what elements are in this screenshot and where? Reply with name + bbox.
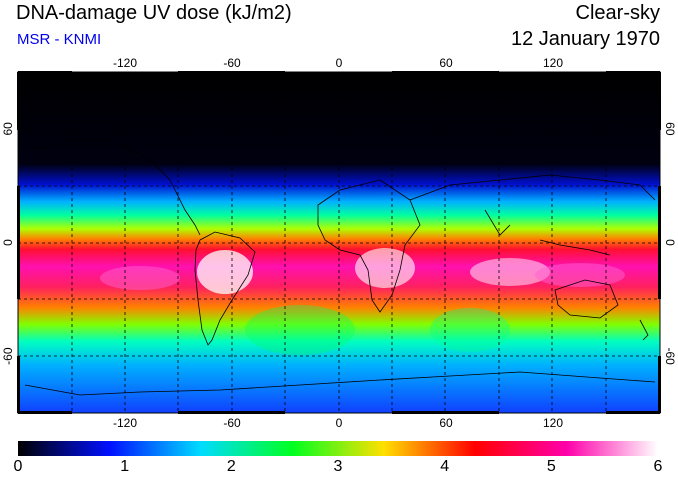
colorbar-label: 2 [226,458,236,475]
lat-tick-label-right: -60 [663,347,677,365]
lon-tick-label-top: 60 [439,56,453,70]
lon-tick-label-bottom: 60 [439,416,453,430]
lon-tick-label-top: -120 [113,56,137,70]
lat-tick-label-right: 60 [663,122,677,136]
date-label: 12 January 1970 [510,28,660,50]
colorbar-label: 5 [546,458,556,475]
colorbar-label: 1 [120,458,130,475]
coastlines [24,139,656,396]
credit-label: MSR - KNMI [17,31,102,48]
lon-tick-label-bottom: 0 [336,416,343,430]
graticule [18,72,660,413]
colorbar-label: 6 [653,458,663,475]
lon-tick-label-bottom: 120 [543,416,563,430]
colorbar-label: 3 [333,458,343,475]
lat-tick-label-left: -60 [1,347,15,365]
lat-tick-label-left: 0 [1,239,15,246]
lon-tick-label-top: -60 [223,56,241,70]
map-title: DNA-damage UV dose (kJ/m2) [16,2,292,24]
colorbar [18,441,658,456]
lon-tick-label-bottom: -60 [223,416,241,430]
lon-tick-label-top: 0 [336,56,343,70]
lat-tick-label-right: 0 [663,239,677,246]
lon-tick-label-top: 120 [543,56,563,70]
map-frame [17,71,661,414]
lat-tick-label-left: 60 [1,122,15,136]
uv-hotspots [100,248,625,355]
sky-condition-label: Clear-sky [575,2,660,24]
colorbar-label: 0 [13,458,23,475]
lon-tick-label-bottom: -120 [113,416,137,430]
colorbar-label: 4 [440,458,450,475]
